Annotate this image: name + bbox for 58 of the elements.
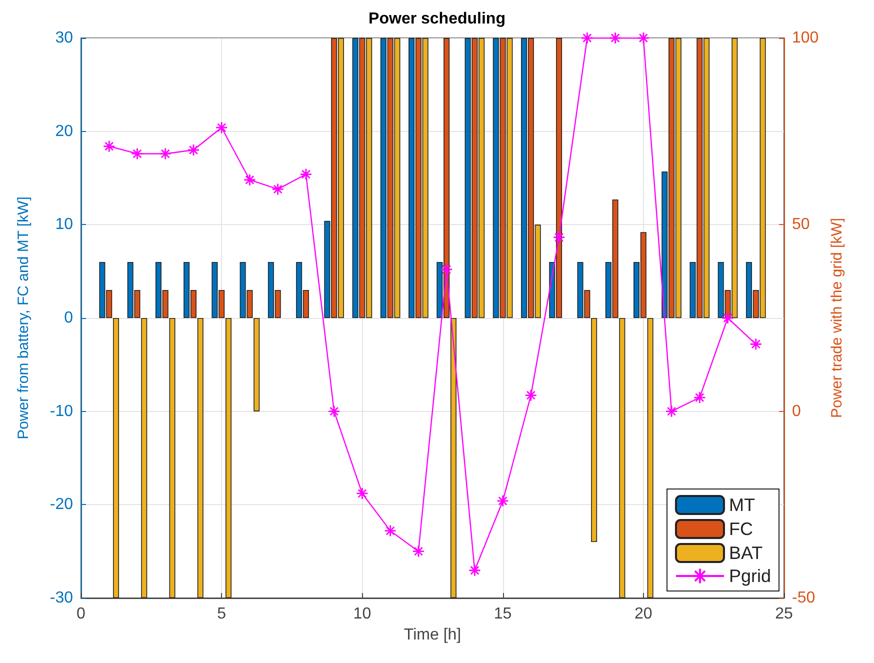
bar xyxy=(113,318,120,598)
legend-label: BAT xyxy=(728,543,763,563)
point xyxy=(722,312,734,324)
point xyxy=(496,494,509,508)
point xyxy=(665,405,678,418)
bar xyxy=(591,318,598,542)
point xyxy=(693,391,706,404)
x-axis-title: Time [h] xyxy=(404,626,462,644)
bar xyxy=(169,318,176,598)
point xyxy=(187,144,200,156)
point xyxy=(300,168,312,180)
y-tick-label: -30 xyxy=(50,590,74,606)
legend-label: FC xyxy=(728,519,753,539)
point xyxy=(159,148,172,160)
y2-tick-label: 50 xyxy=(792,216,810,234)
bar xyxy=(450,318,456,598)
point xyxy=(468,564,481,577)
y-axis-title: Power from battery, FC and MT [kW] xyxy=(15,196,32,440)
point xyxy=(272,183,284,196)
bar xyxy=(619,318,626,598)
y-tick-label: 20 xyxy=(55,122,74,140)
point xyxy=(552,231,566,244)
point xyxy=(131,148,144,160)
y-tick-label: -10 xyxy=(50,402,74,420)
y2-tick-label: 0 xyxy=(792,402,801,420)
y-tick-label: 30 xyxy=(55,30,74,46)
bar xyxy=(647,318,654,598)
y-tick-label: -20 xyxy=(50,496,74,514)
point xyxy=(524,389,538,402)
x-tick-label: 25 xyxy=(775,606,793,622)
bar xyxy=(141,318,148,598)
legend-label: Pgrid xyxy=(728,566,772,586)
point xyxy=(384,524,397,537)
point xyxy=(412,545,425,558)
x-tick-label: 10 xyxy=(353,606,372,622)
point xyxy=(356,487,368,500)
x-tick-label: 0 xyxy=(76,606,86,622)
point xyxy=(102,140,116,152)
x-tick-label: 15 xyxy=(494,606,512,622)
bar xyxy=(226,318,232,598)
x-tick-label: 20 xyxy=(634,606,652,622)
chart-title: Power scheduling xyxy=(368,10,506,28)
bar xyxy=(197,318,204,598)
point xyxy=(215,121,228,134)
y2-tick-label: 100 xyxy=(792,30,819,46)
point xyxy=(750,338,762,350)
bar xyxy=(254,318,260,412)
legend-label: MT xyxy=(728,495,755,515)
point xyxy=(637,32,650,44)
point xyxy=(609,32,622,44)
y2-tick-label: -50 xyxy=(792,590,816,606)
point xyxy=(580,32,594,44)
y2-axis-title: Power trade with the grid [kW] xyxy=(828,218,846,418)
y-tick-label: 10 xyxy=(55,216,74,234)
x-tick-label: 5 xyxy=(217,606,226,622)
point xyxy=(244,174,256,186)
point xyxy=(328,405,340,418)
y-tick-label: 0 xyxy=(64,310,74,326)
